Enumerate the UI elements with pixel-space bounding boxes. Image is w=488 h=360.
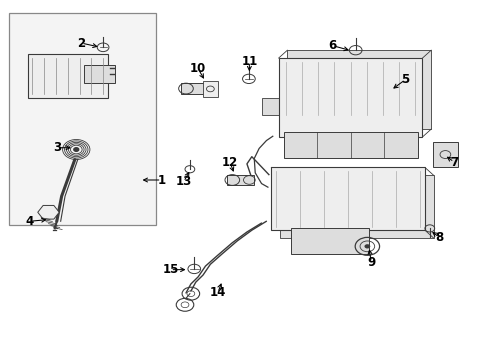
Bar [290, 228, 368, 253]
Bar [283, 132, 417, 158]
Text: 15: 15 [162, 263, 178, 276]
Text: 14: 14 [209, 287, 225, 300]
Bar [271, 167, 424, 230]
Bar [203, 81, 217, 97]
Text: 9: 9 [366, 256, 375, 269]
Bar [9, 13, 156, 225]
Text: 2: 2 [77, 36, 85, 50]
Text: 11: 11 [241, 55, 257, 68]
Text: 7: 7 [449, 156, 457, 168]
Bar [261, 98, 280, 116]
Text: 12: 12 [221, 156, 238, 168]
Bar [287, 50, 430, 129]
Bar [280, 175, 433, 238]
Bar [432, 141, 457, 167]
Text: 8: 8 [434, 231, 443, 244]
Bar [83, 65, 115, 83]
Text: 4: 4 [26, 215, 34, 228]
Circle shape [364, 244, 369, 248]
Bar [27, 54, 108, 98]
Bar [227, 175, 254, 185]
Text: 10: 10 [190, 62, 206, 75]
Text: 3: 3 [53, 141, 61, 154]
Text: 13: 13 [175, 175, 191, 188]
Text: 6: 6 [327, 39, 336, 52]
Text: 5: 5 [401, 73, 408, 86]
Circle shape [74, 148, 79, 151]
Bar [181, 83, 207, 94]
Bar [278, 58, 422, 137]
Text: 1: 1 [157, 174, 165, 186]
